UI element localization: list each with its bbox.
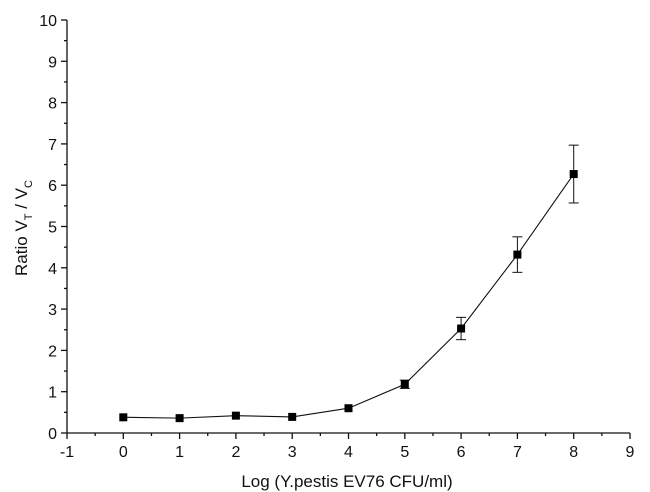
y-tick-label: 0 (48, 426, 57, 443)
series (119, 144, 579, 423)
y-tick-label: 10 (39, 13, 57, 30)
y-tick-label: 2 (48, 343, 57, 360)
x-tick-label: 9 (626, 444, 635, 461)
x-tick-label: 1 (175, 444, 184, 461)
y-tick-label: 5 (48, 220, 57, 237)
axes (66, 20, 630, 434)
y-axis-label: Ratio VT / VC (12, 180, 35, 276)
x-tick-label: 4 (344, 444, 353, 461)
y-tick-label: 7 (48, 137, 57, 154)
x-tick-label: 0 (119, 444, 128, 461)
y-axis-label-sub2: C (23, 180, 35, 188)
y-tick-label: 1 (48, 385, 57, 402)
y-tick-label: 6 (48, 178, 57, 195)
x-tick-label: 8 (569, 444, 578, 461)
data-point (175, 414, 184, 423)
x-tick-label: 7 (513, 444, 522, 461)
y-tick-label: 4 (48, 261, 57, 278)
series-line (123, 173, 575, 419)
y-axis-label-prefix: Ratio V (12, 220, 31, 276)
x-tick-label: 5 (400, 444, 409, 461)
data-point (457, 324, 466, 333)
data-point (400, 380, 409, 389)
x-tick-label: 6 (457, 444, 466, 461)
x-tick-label: 3 (288, 444, 297, 461)
x-tick-label: 2 (231, 444, 240, 461)
y-tick-label: 3 (48, 302, 57, 319)
data-point (231, 411, 240, 420)
data-point (344, 404, 353, 413)
y-axis-label-sub1: T (23, 213, 35, 220)
y-tick-label: 9 (48, 54, 57, 71)
x-axis-label: Log (Y.pestis EV76 CFU/ml) (241, 472, 452, 491)
data-point (288, 412, 297, 421)
data-point (513, 250, 522, 259)
data-point (119, 413, 128, 422)
x-tick-label: -1 (60, 444, 74, 461)
data-point (569, 170, 578, 179)
y-axis-label-middle: / V (12, 187, 31, 213)
y-tick-label: 8 (48, 96, 57, 113)
